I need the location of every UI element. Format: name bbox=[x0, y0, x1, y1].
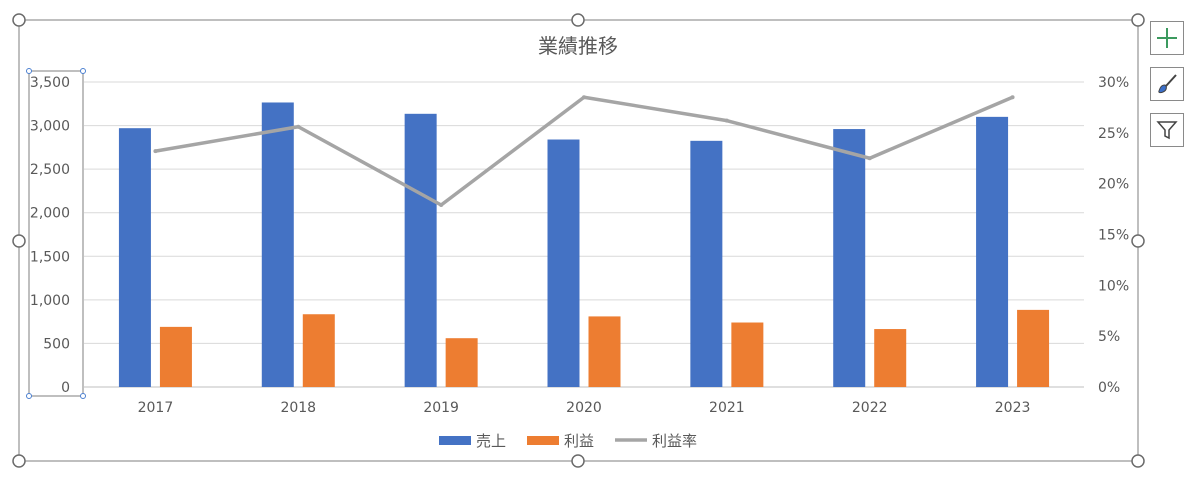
bar-利益-2020[interactable] bbox=[588, 316, 621, 387]
legend[interactable]: 売上 利益 利益率 bbox=[439, 432, 697, 450]
resize-handle-right bbox=[1131, 234, 1145, 248]
chart-filters-button[interactable] bbox=[1150, 113, 1184, 147]
chart-elements-button[interactable] bbox=[1150, 21, 1184, 55]
left-axis-tick-label: 0 bbox=[61, 380, 70, 396]
resize-handle-top bbox=[571, 13, 585, 27]
bar-売上-2021[interactable] bbox=[690, 140, 723, 387]
bar-利益-2022[interactable] bbox=[874, 329, 907, 387]
bar-売上-2017[interactable] bbox=[118, 128, 151, 387]
legend-label: 利益 bbox=[564, 432, 594, 450]
chart-resize-handles[interactable] bbox=[12, 13, 1145, 468]
left-axis-tick-label: 1,000 bbox=[30, 293, 70, 309]
legend-label: 利益率 bbox=[652, 432, 697, 450]
x-axis-tick-label: 2021 bbox=[709, 400, 745, 416]
resize-handle-top-right bbox=[1131, 13, 1145, 27]
bar-売上-2019[interactable] bbox=[404, 113, 437, 388]
left-axis-tick-label: 500 bbox=[43, 336, 70, 352]
legend-label: 売上 bbox=[476, 432, 506, 450]
x-axis-tick-label: 2018 bbox=[280, 400, 316, 416]
left-axis-tick-label: 3,500 bbox=[30, 75, 70, 91]
brush-icon bbox=[1155, 72, 1179, 96]
bar-売上-2018[interactable] bbox=[261, 102, 294, 387]
line-point-2022[interactable] bbox=[867, 156, 872, 161]
resize-handle-bottom-right bbox=[1131, 454, 1145, 468]
bar-利益-2023[interactable] bbox=[1017, 309, 1050, 387]
bar-売上-2023[interactable] bbox=[976, 116, 1009, 387]
line-point-2020[interactable] bbox=[582, 95, 586, 100]
right-axis-tick-label: 20% bbox=[1098, 177, 1129, 193]
x-axis-tick-label: 2020 bbox=[566, 400, 602, 416]
right-axis-tick-label: 15% bbox=[1098, 228, 1129, 244]
chart-title[interactable]: 業績推移 bbox=[538, 34, 618, 58]
resize-handle-top-left bbox=[12, 13, 26, 27]
plus-icon bbox=[1155, 26, 1179, 50]
resize-handle-bottom-left bbox=[12, 454, 26, 468]
right-axis-tick-label: 5% bbox=[1098, 329, 1120, 345]
left-axis-tick-label: 1,500 bbox=[30, 249, 70, 265]
bar-利益-2019[interactable] bbox=[445, 338, 478, 387]
line-point-2019[interactable] bbox=[439, 203, 444, 208]
legend-item-売上[interactable]: 売上 bbox=[439, 432, 506, 450]
left-axis-tick-label: 2,000 bbox=[30, 206, 70, 222]
resize-handle-bottom bbox=[571, 454, 585, 468]
line-point-2017[interactable] bbox=[153, 149, 158, 154]
right-axis-tick-label: 30% bbox=[1098, 75, 1129, 91]
x-axis-tick-label: 2017 bbox=[138, 400, 174, 416]
legend-item-利益[interactable]: 利益 bbox=[527, 432, 594, 450]
left-axis-selection-handles[interactable] bbox=[26, 68, 86, 399]
legend-item-利益率[interactable]: 利益率 bbox=[615, 432, 697, 450]
funnel-icon bbox=[1155, 118, 1179, 142]
chart-styles-button[interactable] bbox=[1150, 67, 1184, 101]
x-axis-tick-label: 2023 bbox=[995, 400, 1031, 416]
bar-利益-2017[interactable] bbox=[159, 326, 192, 387]
x-axis-tick-label: 2022 bbox=[852, 400, 888, 416]
bar-利益-2018[interactable] bbox=[302, 314, 335, 387]
left-axis-tick-label: 2,500 bbox=[30, 162, 70, 178]
bar-売上-2020[interactable] bbox=[547, 139, 580, 387]
legend-swatch bbox=[527, 436, 559, 445]
x-axis-tick-label: 2019 bbox=[423, 400, 459, 416]
left-axis-selection-frame bbox=[28, 70, 84, 397]
bar-利益-2021[interactable] bbox=[731, 322, 764, 387]
right-axis-tick-label: 25% bbox=[1098, 126, 1129, 142]
resize-handle-left bbox=[12, 234, 26, 248]
legend-swatch bbox=[439, 436, 471, 445]
bar-売上-2022[interactable] bbox=[833, 129, 866, 388]
line-point-2018[interactable] bbox=[296, 124, 301, 129]
line-point-2023[interactable] bbox=[1010, 95, 1015, 100]
right-axis-tick-label: 10% bbox=[1098, 278, 1129, 294]
line-point-2021[interactable] bbox=[724, 118, 729, 123]
right-axis-tick-label: 0% bbox=[1098, 380, 1120, 396]
left-axis-tick-label: 3,000 bbox=[30, 119, 70, 135]
